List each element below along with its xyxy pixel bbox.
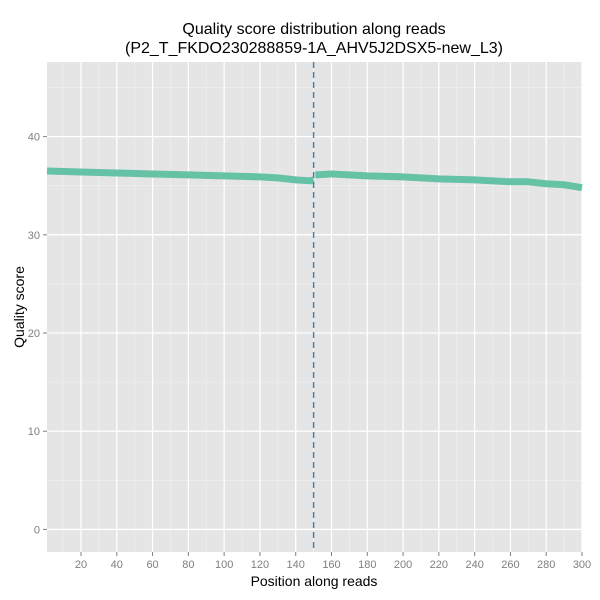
- y-tick-label: 0: [34, 524, 40, 536]
- x-tick-label: 280: [537, 559, 555, 571]
- y-tick-label: 10: [28, 426, 40, 438]
- chart-title-line1: Quality score distribution along reads: [182, 21, 445, 38]
- x-tick-label: 100: [215, 559, 233, 571]
- x-tick-label: 260: [501, 559, 519, 571]
- x-tick-label: 20: [75, 559, 87, 571]
- x-axis-ticks: 20 40 60 80 100 120 140 160 180 200 220 240 260 280 30…: [75, 552, 591, 571]
- y-axis-ticks: 0 10 20 30 40: [28, 132, 47, 536]
- plot-panel: [47, 62, 582, 552]
- x-tick-label: 200: [394, 559, 412, 571]
- y-axis-label: Quality score: [11, 266, 27, 348]
- x-tick-label: 240: [465, 559, 483, 571]
- series-layer: [46, 167, 583, 192]
- quality-line-segment: [46, 167, 315, 185]
- x-tick-label: 160: [322, 559, 340, 571]
- grid-minor: [47, 62, 582, 552]
- y-tick-label: 20: [28, 328, 40, 340]
- x-tick-label: 40: [111, 559, 123, 571]
- quality-line-segment: [315, 170, 583, 192]
- x-tick-label: 300: [573, 559, 591, 571]
- x-tick-label: 220: [430, 559, 448, 571]
- x-tick-label: 60: [146, 559, 158, 571]
- x-tick-label: 140: [287, 559, 305, 571]
- x-tick-label: 180: [358, 559, 376, 571]
- x-axis-label: Position along reads: [251, 573, 378, 589]
- x-tick-label: 120: [251, 559, 269, 571]
- x-tick-label: 80: [182, 559, 194, 571]
- chart-title-line2: (P2_T_FKDO230288859-1A_AHV5J2DSX5-new_L3…: [125, 40, 503, 57]
- y-tick-label: 30: [28, 230, 40, 242]
- y-tick-label: 40: [28, 132, 40, 144]
- grid-major: [47, 62, 583, 552]
